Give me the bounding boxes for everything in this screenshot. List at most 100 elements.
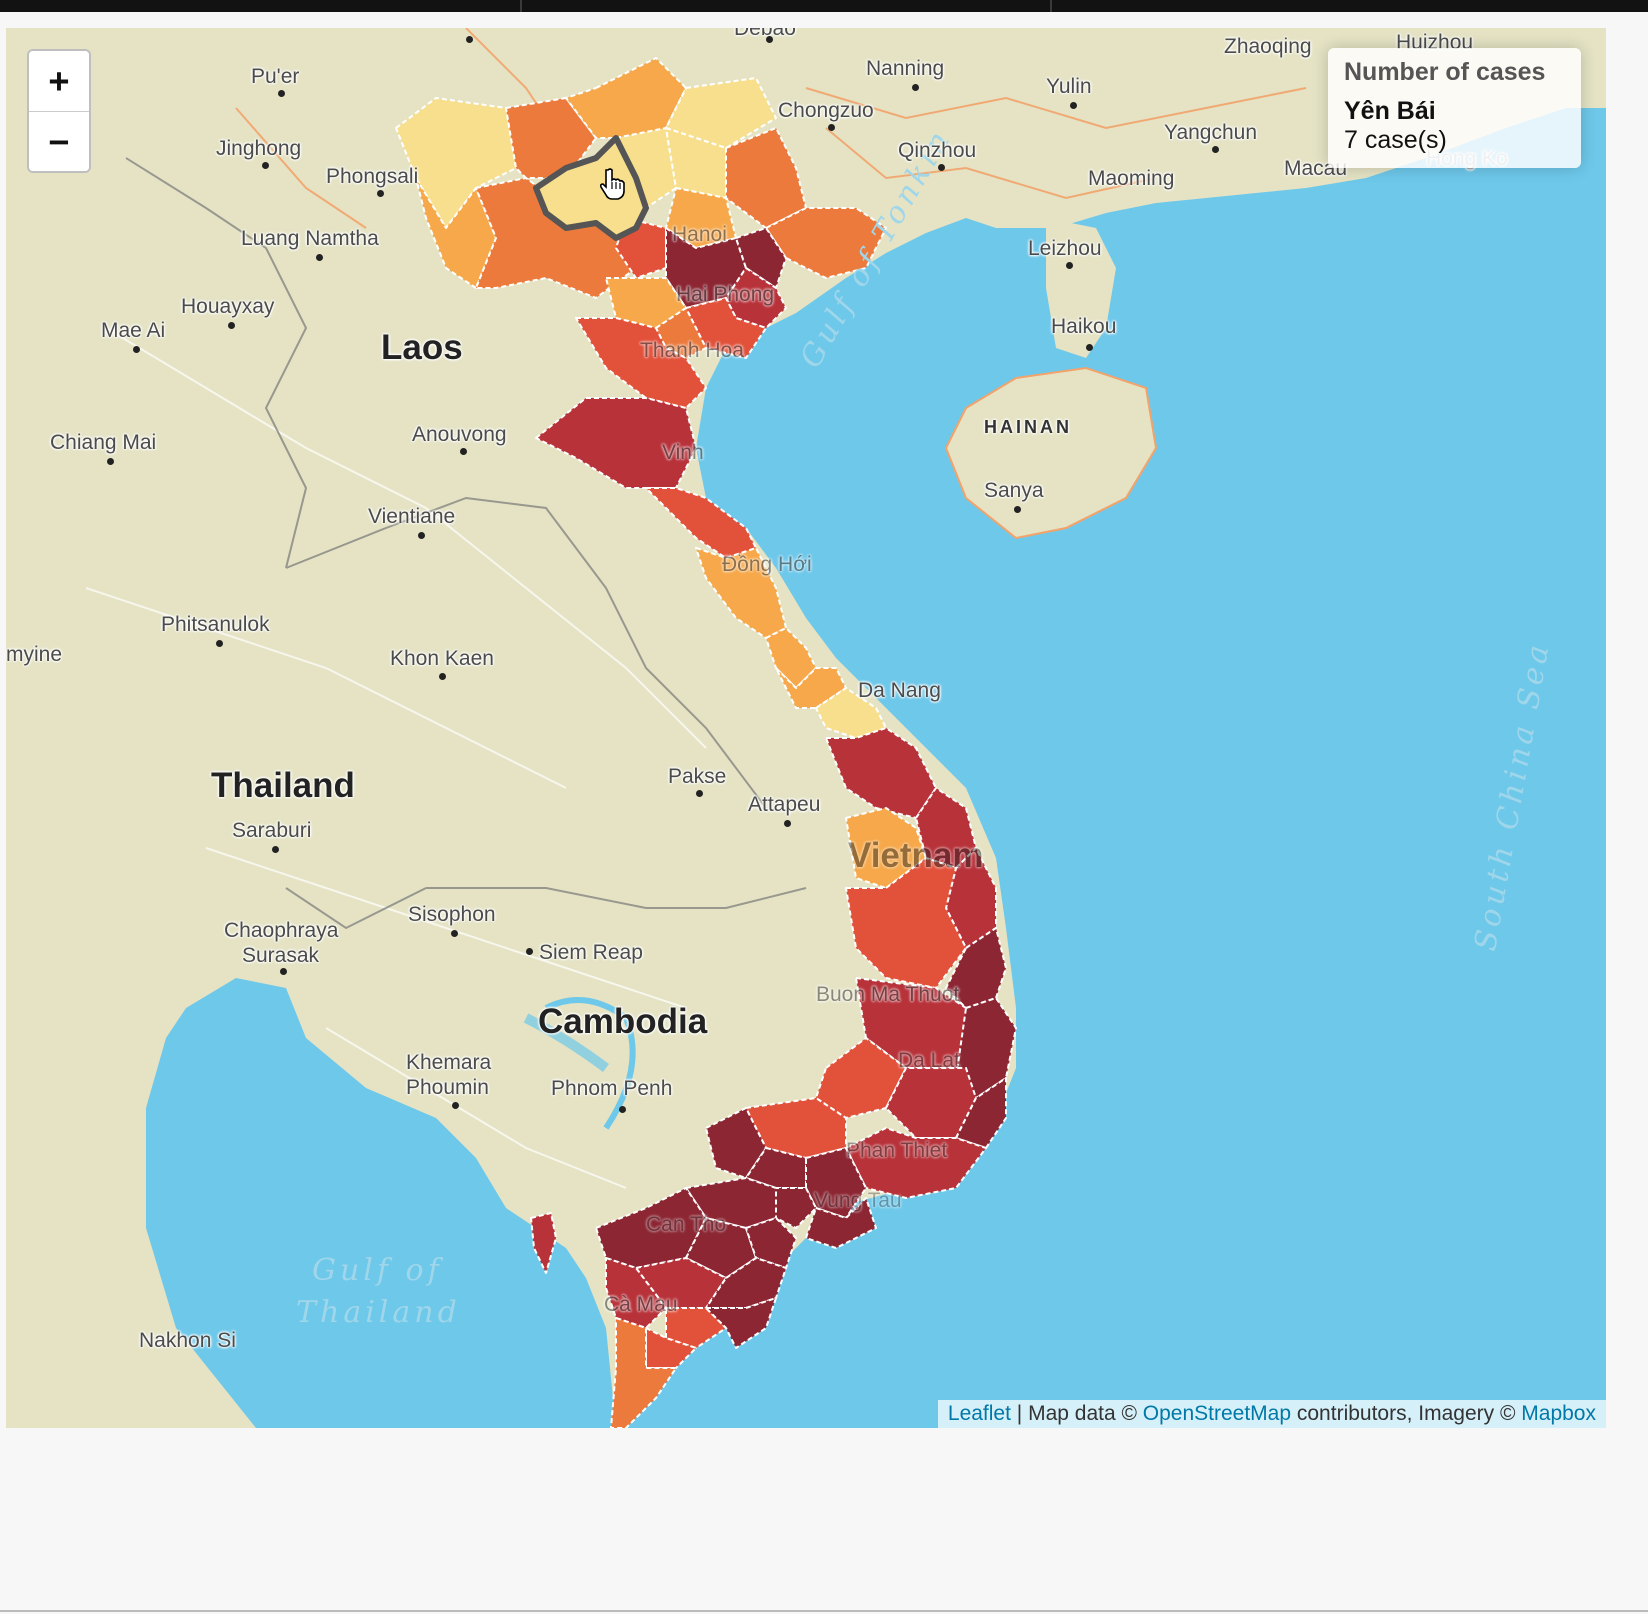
label-maoming: Maoming — [1088, 167, 1175, 190]
label-gulf-thailand-1: Gulf of — [312, 1253, 443, 1288]
gulf-thailand-water — [146, 978, 616, 1428]
city-dot — [418, 532, 425, 539]
info-title: Number of cases — [1344, 58, 1546, 86]
label-haikou: Haikou — [1051, 315, 1117, 338]
attribution-text-2: contributors, Imagery © — [1291, 1402, 1522, 1425]
label-da-lat: Da Lat — [898, 1049, 960, 1072]
city-dot — [784, 820, 791, 827]
label-saraburi: Saraburi — [232, 819, 312, 842]
hainan-land — [944, 366, 1158, 540]
label-can-tho: Can Tho — [646, 1213, 727, 1236]
province-ca-mau — [610, 1317, 677, 1428]
zoom-in-button[interactable]: + — [29, 51, 89, 111]
province-phu-quoc — [530, 1212, 557, 1274]
province-khanh-hoa — [955, 997, 1017, 1099]
basemap-tiles — [6, 28, 1606, 1428]
info-region-name: Yên Bái — [1344, 97, 1436, 125]
label-phongsali: Phongsali — [326, 165, 419, 188]
label-pakse: Pakse — [668, 765, 727, 788]
city-dot — [526, 948, 533, 955]
label-da-nang: Da Nang — [858, 679, 941, 702]
label-leizhou: Leizhou — [1028, 237, 1102, 260]
province-ha-tinh — [645, 487, 757, 559]
city-dot — [696, 790, 703, 797]
city-dot — [133, 346, 140, 353]
zoom-control: + − — [27, 49, 91, 173]
mainland-land — [6, 28, 1606, 1428]
label-cambodia: Cambodia — [538, 1002, 708, 1041]
label-khon-kaen: Khon Kaen — [390, 647, 494, 670]
label-dong-hoi: Đồng Hới — [722, 553, 812, 576]
label-nakhon-si: Nakhon Si — [139, 1329, 236, 1352]
city-dot — [262, 162, 269, 169]
province-da-nang — [815, 687, 887, 739]
label-qinzhou: Qinzhou — [898, 139, 977, 162]
province-gia-lai — [845, 857, 967, 989]
province-thua-thien-hue — [775, 667, 847, 709]
province-nghe-an — [535, 397, 697, 489]
city-dot — [766, 36, 773, 43]
city-dot — [912, 84, 919, 91]
city-dot — [1212, 146, 1219, 153]
hand-pointer-cursor-icon — [600, 168, 625, 200]
city-dot — [828, 124, 835, 131]
label-phnom-penh: Phnom Penh — [551, 1077, 673, 1100]
label-hanoi: Hanoi — [672, 223, 727, 246]
city-dot — [1086, 344, 1093, 351]
label-myine: myine — [6, 643, 63, 666]
label-thailand: Thailand — [211, 766, 355, 805]
attribution-text-1: | Map data © — [1010, 1402, 1143, 1425]
province-soc-trang — [705, 1297, 777, 1349]
label-chaophraya-1: Chaophraya — [224, 919, 339, 942]
label-mae-ai: Mae Ai — [101, 319, 166, 342]
peninsula-land — [6, 1028, 106, 1428]
province-quang-nam — [825, 727, 937, 819]
province-binh-duong — [745, 1147, 807, 1189]
label-siem-reap: Siem Reap — [539, 941, 643, 964]
label-nanning: Nanning — [866, 57, 945, 80]
peninsula-land-2 — [46, 1328, 246, 1428]
label-vung-tau: Vung Tau — [814, 1189, 902, 1212]
label-houayxay: Houayxay — [181, 295, 275, 318]
label-buon-ma-thuot: Buon Ma Thuot — [816, 983, 960, 1006]
mapbox-link[interactable]: Mapbox — [1521, 1402, 1596, 1425]
label-khemara-1: Khemara — [406, 1051, 492, 1074]
province-tuyen-quang — [615, 127, 677, 209]
label-vinh: Vinh — [662, 441, 704, 464]
city-dot — [278, 90, 285, 97]
leaflet-map[interactable]: Debao Pu'er Jinghong Phongsali Luang Nam… — [6, 28, 1606, 1428]
label-puer: Pu'er — [251, 65, 300, 88]
province-cao-bang — [665, 77, 777, 149]
city-dot — [377, 190, 384, 197]
label-hai-phong: Hai Phong — [676, 283, 775, 306]
city-dot — [452, 1102, 459, 1109]
label-vietnam: Vietnam — [848, 836, 984, 875]
label-vientiane: Vientiane — [368, 505, 456, 528]
label-debao: Debao — [734, 28, 796, 40]
label-sanya: Sanya — [984, 479, 1044, 502]
label-luang-namtha: Luang Namtha — [241, 227, 379, 250]
city-dot — [451, 930, 458, 937]
city-dot — [938, 164, 945, 171]
label-phitsanulok: Phitsanulok — [161, 613, 270, 636]
zoom-out-button[interactable]: − — [29, 111, 89, 171]
openstreetmap-link[interactable]: OpenStreetMap — [1142, 1402, 1292, 1425]
leaflet-link[interactable]: Leaflet — [947, 1402, 1011, 1425]
label-anouvong: Anouvong — [412, 423, 507, 446]
province-kien-giang — [605, 1257, 667, 1329]
label-chongzuo: Chongzuo — [778, 99, 874, 122]
province-thanh-hoa — [575, 317, 707, 409]
label-zhaoqing: Zhaoqing — [1224, 35, 1312, 58]
label-gulf-thailand-2: Thailand — [296, 1295, 461, 1330]
province-bac-lieu — [645, 1327, 697, 1369]
label-phan-thiet: Phan Thiet — [846, 1139, 948, 1162]
city-dot — [1070, 102, 1077, 109]
province-ba-ria — [805, 1197, 877, 1249]
province-hau-giang — [665, 1307, 727, 1349]
label-laos: Laos — [381, 328, 463, 367]
city-dot — [460, 448, 467, 455]
city-dot — [228, 322, 235, 329]
label-jinghong: Jinghong — [216, 137, 302, 160]
leizhou-land — [1046, 218, 1116, 358]
city-dot — [107, 458, 114, 465]
